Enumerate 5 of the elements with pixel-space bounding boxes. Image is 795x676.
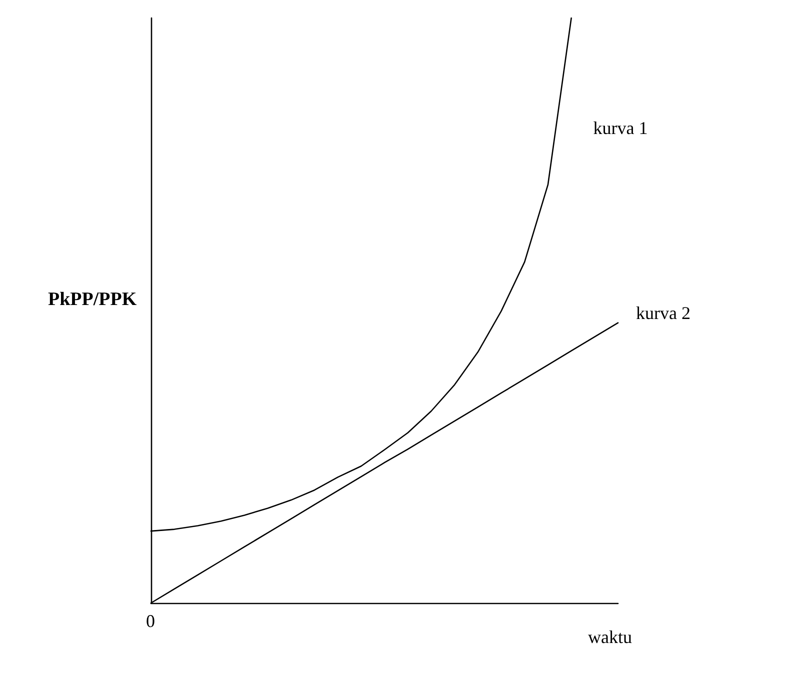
series-label: kurva 2 xyxy=(636,302,690,323)
text: 0 xyxy=(146,611,155,631)
series-label: kurva 1 xyxy=(593,118,648,138)
x-axis-title: waktu xyxy=(588,627,632,647)
y-axis-title: PkPP/PPK xyxy=(48,289,137,310)
